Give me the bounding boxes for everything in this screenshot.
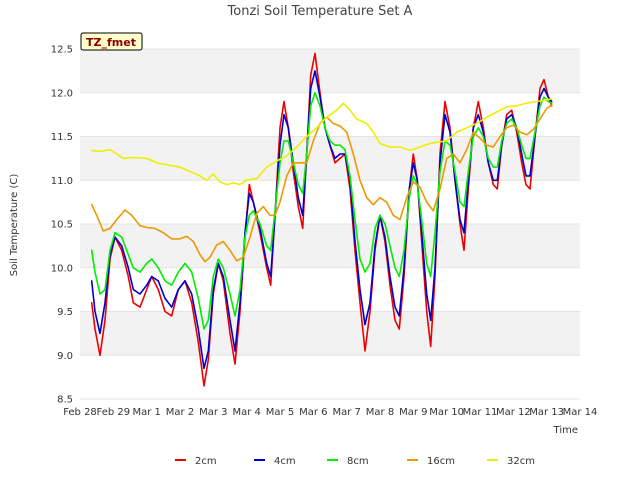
y-axis-ticks: 8.5 9.0 9.5 10.0 10.5 11.0 11.5 12.0 12.5	[51, 45, 73, 406]
x-tick-label: Mar 13	[529, 407, 564, 418]
legend-label-4cm: 4cm	[274, 456, 296, 467]
x-tick-label: Mar 1	[132, 407, 160, 418]
site-tag-box	[80, 32, 143, 51]
y-tick-label: 12.5	[51, 45, 73, 56]
legend: 2cm 4cm 8cm 16cm 32cm	[175, 456, 535, 467]
x-tick-label: Mar 10	[429, 407, 464, 418]
site-tag-label: TZ_fmet	[86, 36, 136, 49]
x-tick-label: Mar 12	[496, 407, 531, 418]
y-tick-label: 12.0	[51, 88, 73, 99]
x-tick-label: Mar 7	[332, 407, 360, 418]
y-tick-label: 11.0	[51, 176, 73, 187]
chart-title: Tonzi Soil Temperature Set A	[227, 4, 413, 19]
x-tick-label: Mar 14	[563, 407, 598, 418]
y-tick-label: 8.5	[57, 395, 73, 406]
y-tick-label: 9.5	[57, 307, 73, 318]
legend-label-2cm: 2cm	[195, 456, 217, 467]
x-tick-label: Feb 28	[63, 407, 97, 418]
x-axis-label: Time	[553, 425, 578, 436]
y-tick-label: 11.5	[51, 132, 73, 143]
x-tick-label: Mar 11	[463, 407, 498, 418]
grid-band	[80, 311, 580, 356]
x-tick-label: Mar 5	[266, 407, 294, 418]
grid-band	[80, 180, 580, 224]
x-tick-label: Mar 2	[166, 407, 194, 418]
series-line-8cm	[90, 92, 553, 330]
x-tick-label: Mar 4	[232, 407, 260, 418]
site-tag: TZ_fmet	[80, 32, 143, 51]
series-line-32cm	[90, 98, 553, 186]
series-line-4cm	[90, 70, 553, 370]
legend-label-8cm: 8cm	[347, 456, 369, 467]
legend-label-32cm: 32cm	[507, 456, 535, 467]
y-tick-label: 9.0	[57, 351, 73, 362]
x-tick-label: Mar 8	[366, 407, 394, 418]
x-tick-label: Feb 29	[97, 407, 131, 418]
grid-band	[80, 267, 580, 312]
y-axis-label: Soil Temperature (C)	[9, 174, 20, 277]
x-tick-label: Mar 3	[199, 407, 227, 418]
y-tick-label: 10.0	[51, 263, 73, 274]
series-lines	[90, 52, 553, 387]
grid-bands	[80, 48, 580, 400]
y-tick-label: 10.5	[51, 220, 73, 231]
x-tick-label: Mar 9	[399, 407, 427, 418]
x-tick-label: Mar 6	[299, 407, 327, 418]
grid-band	[80, 355, 580, 399]
grid-band	[80, 49, 580, 93]
legend-label-16cm: 16cm	[427, 456, 455, 467]
x-axis-ticks: Feb 28 Feb 29 Mar 1 Mar 2 Mar 3 Mar 4 Mar 5 Mar…	[63, 407, 597, 418]
grid-band	[80, 224, 580, 268]
